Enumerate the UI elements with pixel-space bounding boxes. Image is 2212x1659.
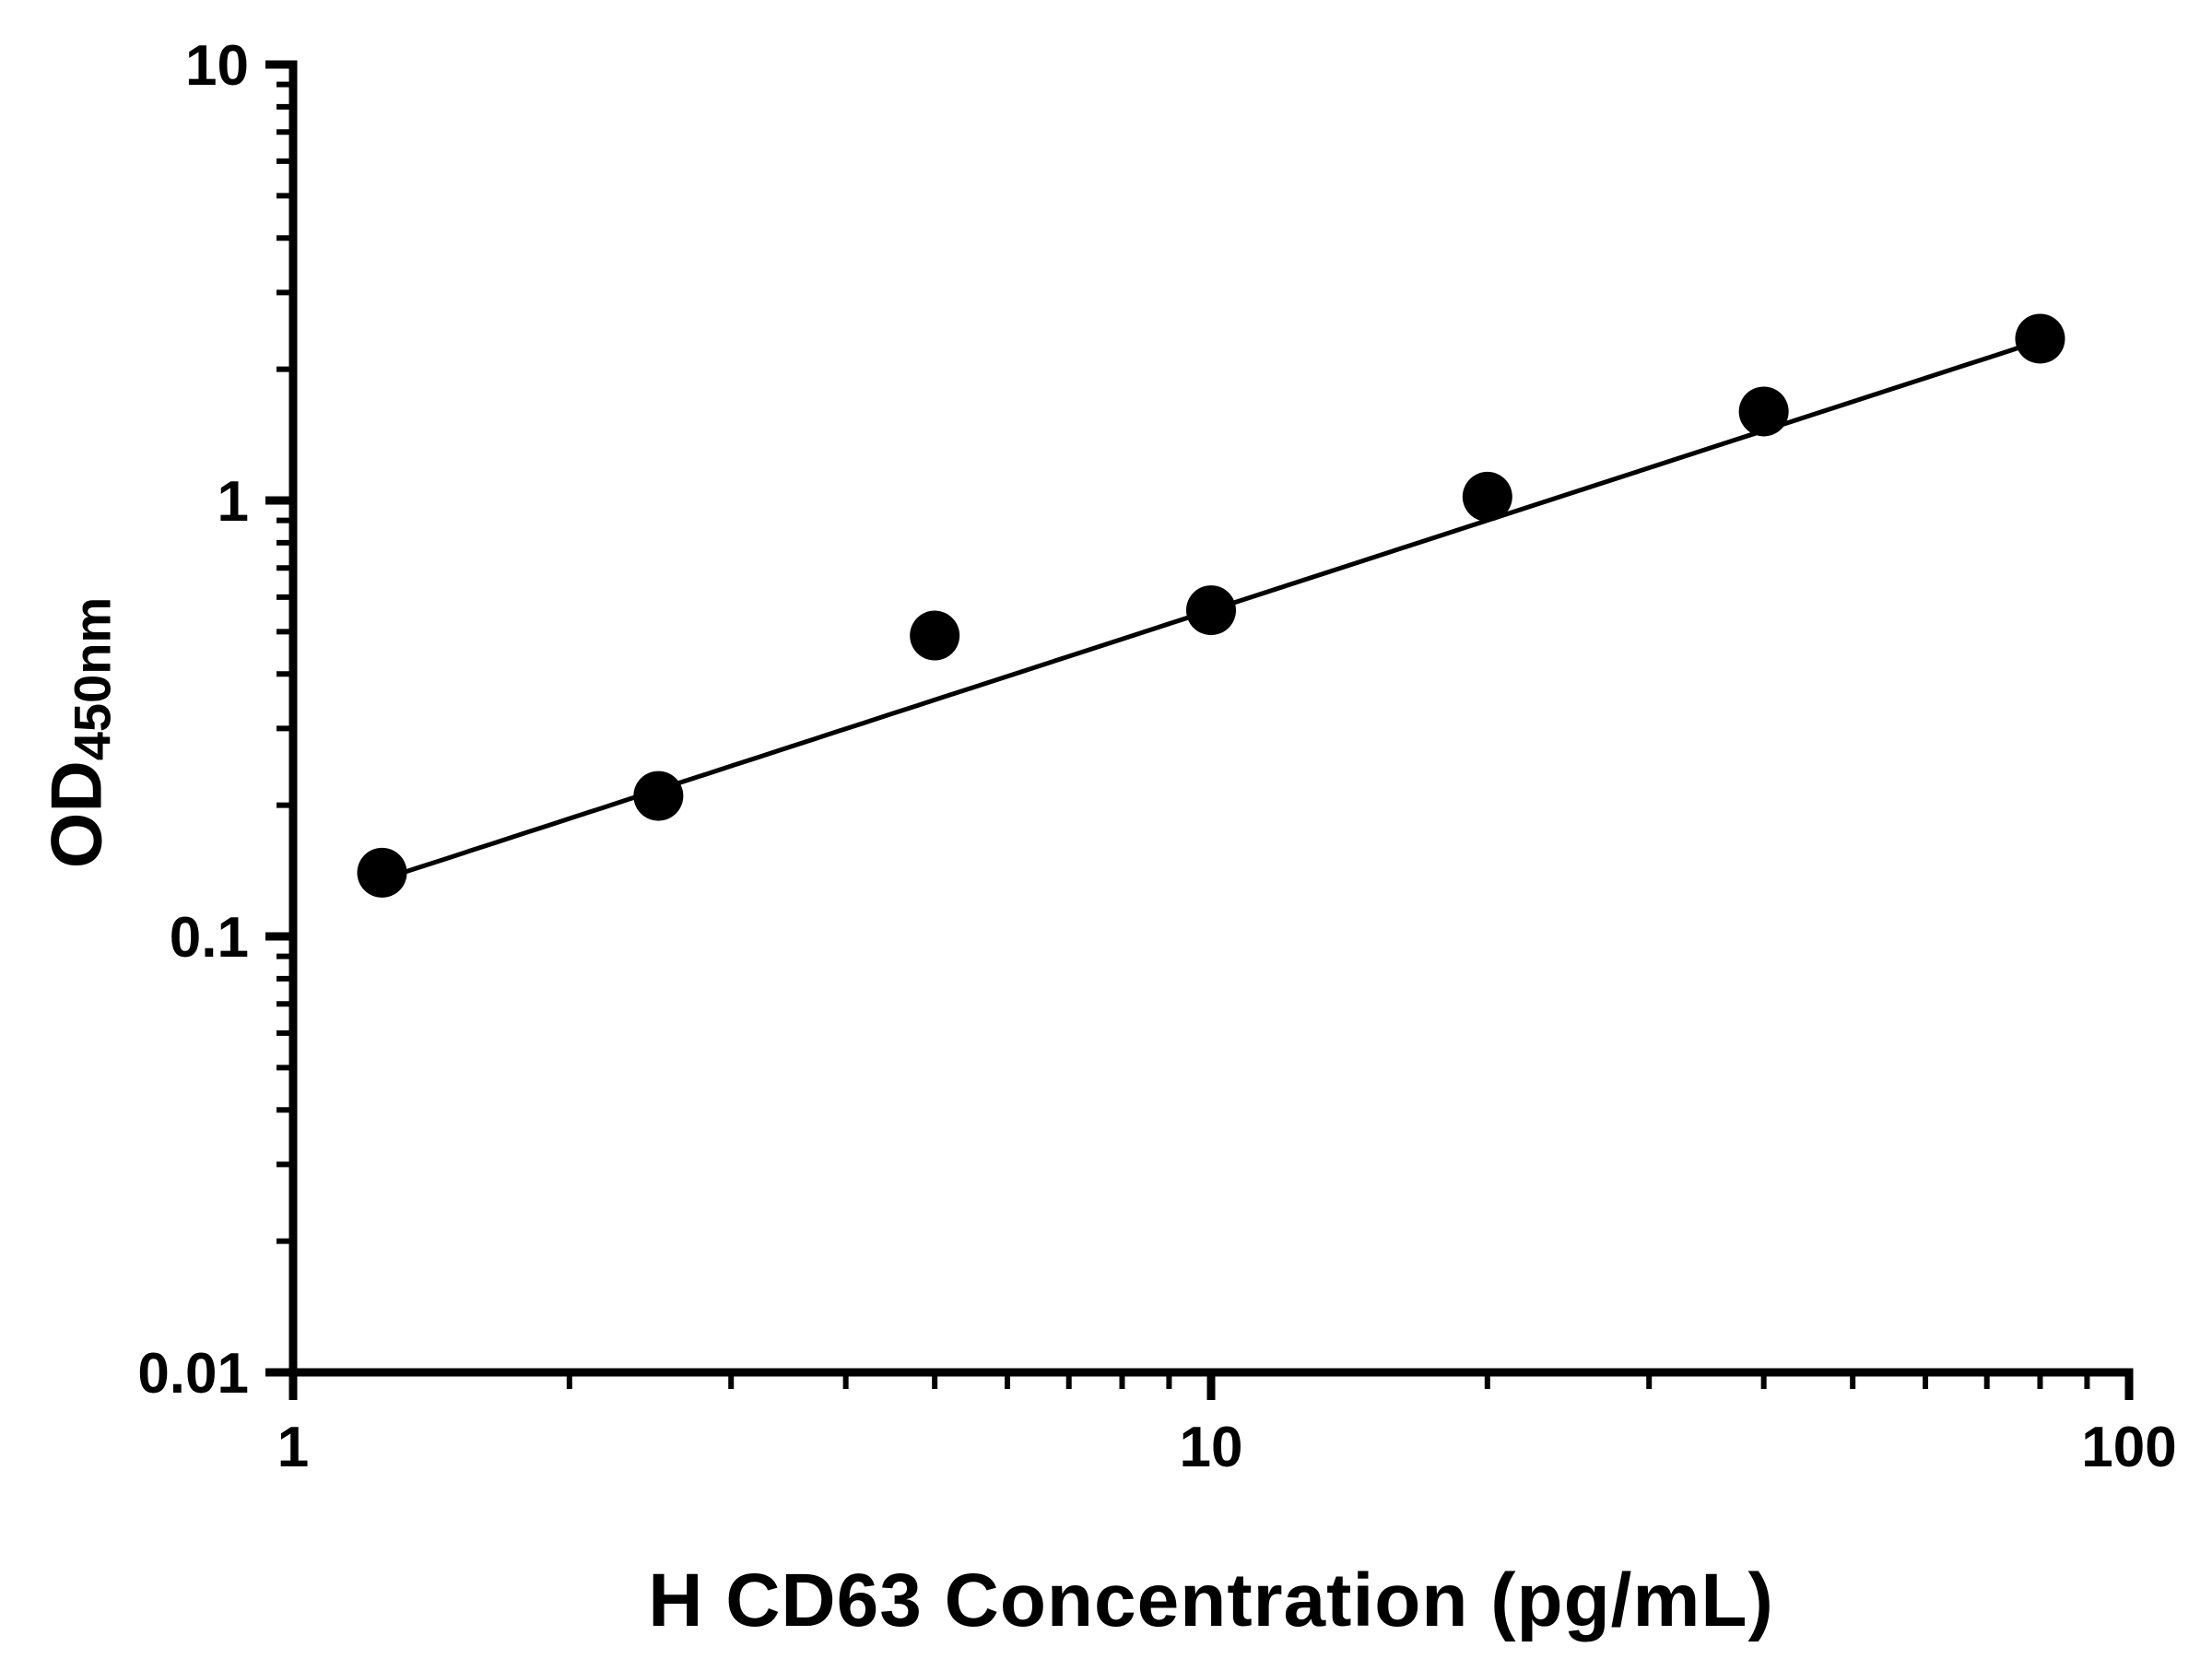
data-point-marker: [1738, 386, 1789, 437]
data-point-marker: [1462, 471, 1512, 522]
y-tick-label: 1: [218, 470, 249, 534]
y-axis-title-sub: 450nm: [63, 596, 122, 761]
data-point-marker: [2015, 313, 2065, 364]
x-tick-label: 10: [1180, 1416, 1243, 1479]
data-point-marker: [633, 771, 684, 821]
data-point-marker: [1186, 585, 1236, 636]
y-tick-label: 0.1: [170, 906, 249, 970]
y-axis-title-main: OD: [35, 760, 117, 869]
y-axis-title: OD450nm: [34, 597, 122, 868]
y-tick-label: 0.01: [137, 1342, 249, 1406]
x-tick-label: 100: [2081, 1416, 2176, 1479]
axes-spine: [288, 60, 2134, 1377]
x-tick-label: 1: [277, 1416, 309, 1479]
data-point-marker: [357, 847, 407, 898]
data-point-marker: [910, 610, 960, 661]
x-axis-title: H CD63 Concentration (pg/mL): [648, 1559, 1774, 1642]
y-tick-label: 10: [185, 34, 249, 98]
